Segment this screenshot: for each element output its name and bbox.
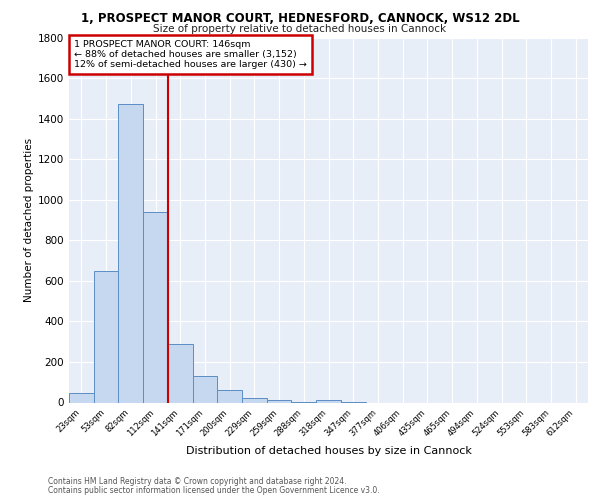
Bar: [217, 390, 242, 402]
Bar: [316, 400, 341, 402]
Text: Contains public sector information licensed under the Open Government Licence v3: Contains public sector information licen…: [48, 486, 380, 495]
Bar: [193, 376, 217, 402]
Text: Contains HM Land Registry data © Crown copyright and database right 2024.: Contains HM Land Registry data © Crown c…: [48, 477, 347, 486]
Bar: [94, 270, 118, 402]
Text: Size of property relative to detached houses in Cannock: Size of property relative to detached ho…: [154, 24, 446, 34]
Bar: [267, 400, 292, 402]
Y-axis label: Number of detached properties: Number of detached properties: [24, 138, 34, 302]
Bar: [118, 104, 143, 403]
Text: 1 PROSPECT MANOR COURT: 146sqm
← 88% of detached houses are smaller (3,152)
12% : 1 PROSPECT MANOR COURT: 146sqm ← 88% of …: [74, 40, 307, 70]
Bar: [168, 344, 193, 402]
Bar: [69, 394, 94, 402]
Text: 1, PROSPECT MANOR COURT, HEDNESFORD, CANNOCK, WS12 2DL: 1, PROSPECT MANOR COURT, HEDNESFORD, CAN…: [80, 12, 520, 24]
Bar: [242, 398, 267, 402]
Bar: [143, 212, 168, 402]
X-axis label: Distribution of detached houses by size in Cannock: Distribution of detached houses by size …: [185, 446, 472, 456]
